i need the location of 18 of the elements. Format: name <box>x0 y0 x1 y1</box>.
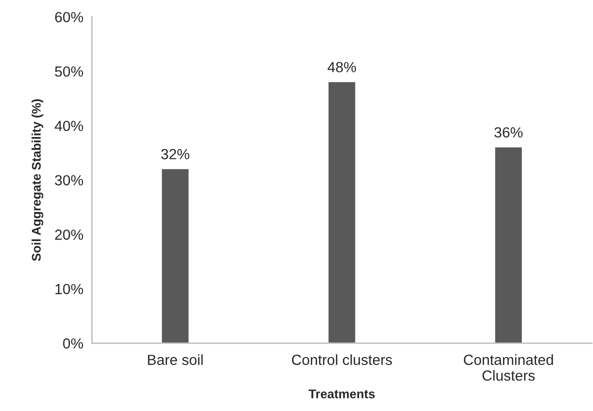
y-tick-label: 0% <box>63 338 84 349</box>
data-label: 32% <box>161 148 190 160</box>
bar <box>162 169 189 344</box>
y-tick-label: 40% <box>54 120 84 132</box>
y-tick-label: 20% <box>55 230 84 240</box>
x-axis-title: Treatments <box>308 390 375 398</box>
bar <box>495 147 522 344</box>
x-tick-label: Bare soil <box>148 354 203 366</box>
y-axis-title: Soil Aggregate Stability (%) <box>32 99 44 262</box>
y-tick-label: 60% <box>55 12 84 22</box>
y-tick-label: 10% <box>56 284 84 294</box>
x-tick-label: Contaminated Clusters <box>464 354 553 381</box>
data-label: 48% <box>328 62 356 72</box>
y-tick-label: 50% <box>54 66 84 77</box>
bar <box>328 82 356 344</box>
y-tick-label: 30% <box>54 175 84 186</box>
data-label: 36% <box>494 127 523 138</box>
x-tick-label: Control clusters <box>292 354 392 366</box>
